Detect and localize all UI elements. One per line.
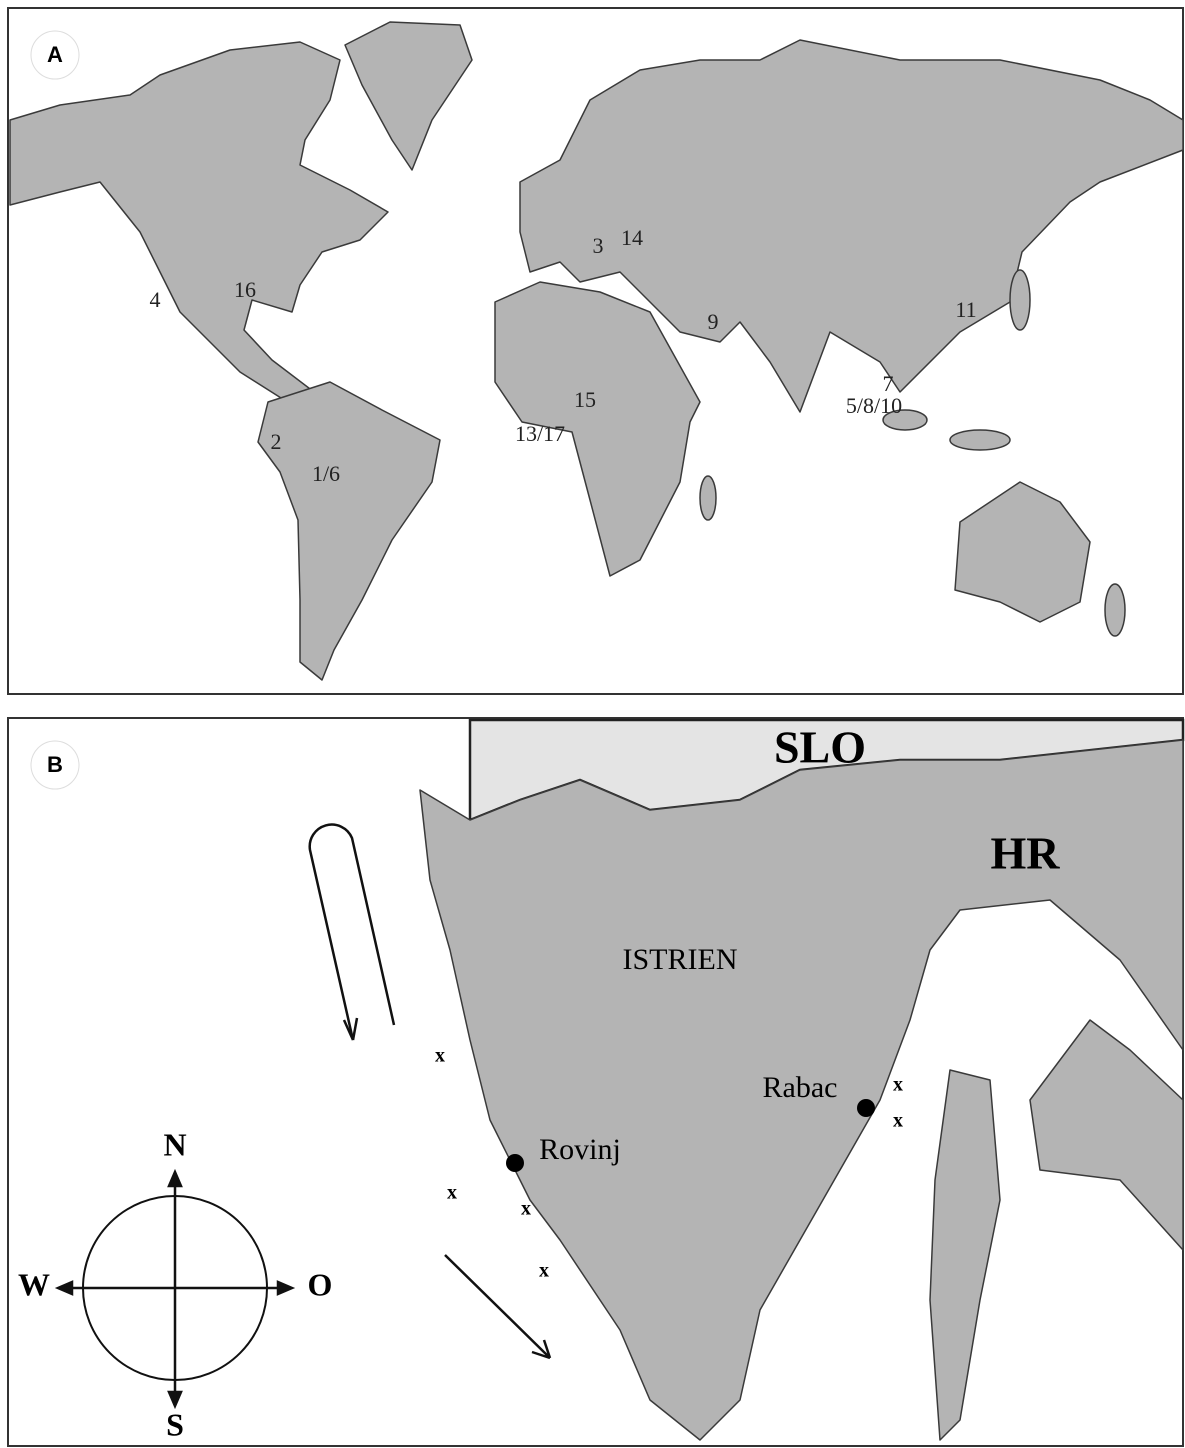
site-label: 16 — [234, 277, 256, 302]
site-label: 9 — [708, 309, 719, 334]
town-dot — [506, 1154, 524, 1172]
compass-label: W — [18, 1266, 50, 1302]
figure: A 4 16 2 1/6 3 14 9 15 13/17 7 5/8/10 11… — [0, 0, 1185, 1448]
town-label: Rovinj — [539, 1133, 621, 1166]
japan — [1010, 270, 1030, 330]
region-label: HR — [991, 828, 1061, 879]
town-dot — [857, 1099, 875, 1117]
island — [950, 430, 1010, 450]
sample-mark: x — [447, 1182, 457, 1204]
compass-label: S — [166, 1406, 184, 1442]
site-label: 1/6 — [312, 461, 340, 486]
region-label: SLO — [774, 722, 866, 773]
sample-mark: x — [521, 1198, 531, 1220]
new-zealand — [1105, 584, 1125, 636]
site-label: 5/8/10 — [846, 393, 902, 418]
region-label: ISTRIEN — [623, 943, 738, 976]
site-label: 15 — [574, 387, 596, 412]
compass-label: O — [308, 1266, 333, 1302]
sample-mark: x — [435, 1045, 445, 1067]
panel-b: B SLO HR ISTRIEN Rovinj Rabac x x x x x … — [8, 718, 1183, 1446]
site-label: 3 — [593, 233, 604, 258]
sample-mark: x — [893, 1074, 903, 1096]
site-label: 11 — [955, 297, 976, 322]
site-label: 4 — [150, 287, 161, 312]
panel-label: A — [47, 42, 63, 67]
compass-label: N — [163, 1126, 186, 1162]
sample-mark: x — [893, 1110, 903, 1132]
site-label: 13/17 — [515, 421, 565, 446]
site-label: 14 — [621, 225, 643, 250]
panel-label: B — [47, 752, 63, 777]
sample-mark: x — [539, 1260, 549, 1282]
panel-a: A 4 16 2 1/6 3 14 9 15 13/17 7 5/8/10 11 — [8, 8, 1183, 694]
madagascar — [700, 476, 716, 520]
town-label: Rabac — [763, 1071, 838, 1104]
site-label: 2 — [271, 429, 282, 454]
